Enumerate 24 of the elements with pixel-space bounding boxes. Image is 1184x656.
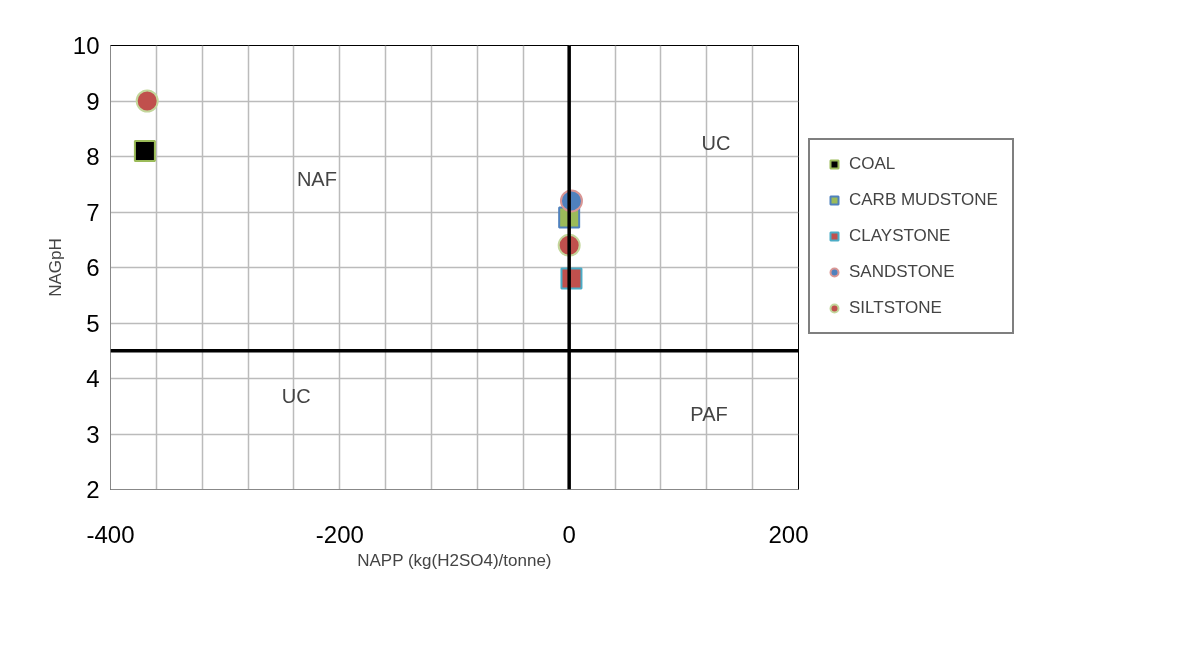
legend-label: CARB MUDSTONE <box>849 189 998 210</box>
y-tick-label: 7 <box>86 198 100 226</box>
legend-label: SILTSTONE <box>849 297 942 318</box>
x-tick-label: -200 <box>315 520 364 548</box>
y-tick-label: 4 <box>86 365 100 392</box>
legend-label: SANDSTONE <box>849 261 955 282</box>
x-axis-title: NAPP (kg(H2SO4)/tonne) <box>357 550 552 570</box>
annotation: PAF <box>690 403 728 426</box>
y-tick-label: 6 <box>86 254 100 281</box>
y-tick-label: 3 <box>86 420 100 448</box>
annotation: UC <box>701 132 731 155</box>
annotation: UC <box>281 385 311 408</box>
y-tick-label: 10 <box>72 32 100 59</box>
x-tick-label: -400 <box>86 520 135 548</box>
x-tick-label: 0 <box>562 520 576 548</box>
legend-label: COAL <box>849 153 896 174</box>
y-axis-title: NAGpH <box>45 238 65 297</box>
y-tick-label: 2 <box>86 476 100 503</box>
y-tick-label: 8 <box>86 143 100 170</box>
y-tick-label: 5 <box>86 309 100 337</box>
annotation: NAF <box>296 167 337 190</box>
x-tick-label: 200 <box>768 520 809 548</box>
y-tick-label: 9 <box>86 87 100 115</box>
legend-label: CLAYSTONE <box>849 225 951 246</box>
